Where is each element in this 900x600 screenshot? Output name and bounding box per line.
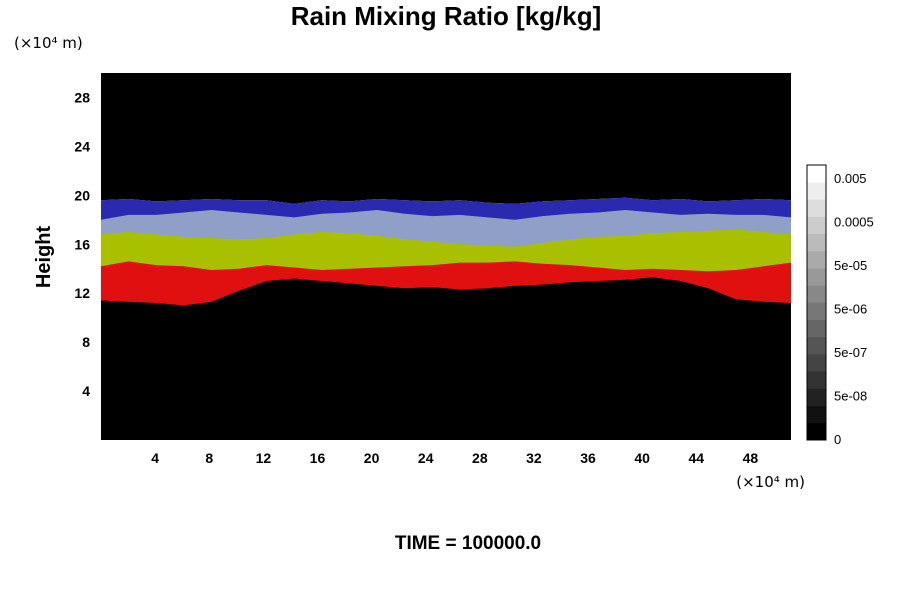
colorbar-segment [807,319,826,338]
colorbar-label: 5e-08 [834,389,867,404]
colorbar-label: 5e-05 [834,258,867,273]
x-tick-label: 36 [580,450,596,466]
colorbar-segment [807,371,826,389]
x-axis-ticks: 4 8 12 16 20 24 28 32 36 40 44 48 [151,450,758,466]
x-tick-label: 20 [364,450,380,466]
colorbar-segment [807,285,826,303]
y-axis-unit: (×10⁴ m) [14,34,83,52]
x-tick-label: 40 [634,450,650,466]
colorbar-segment [807,336,826,355]
chart-title: Rain Mixing Ratio [kg/kg] [291,1,602,31]
colorbar-segment [807,165,826,183]
colorbar-segment [807,250,826,269]
colorbar-segment [807,388,826,406]
colorbar-segment [807,422,826,441]
colorbar-labels: 0.005 0.0005 5e-05 5e-06 5e-07 5e-08 0 [834,171,874,447]
colorbar-segment [807,405,826,424]
x-tick-label: 24 [418,450,434,466]
field-layers [101,197,791,306]
x-tick-label: 28 [472,450,488,466]
x-tick-label: 12 [256,450,272,466]
colorbar-segment [807,302,826,320]
colorbar-segment [807,182,826,200]
y-tick-label: 4 [82,383,90,399]
y-tick-label: 12 [74,285,90,301]
x-tick-label: 8 [205,450,213,466]
colorbar-frame [806,164,827,441]
y-tick-label: 20 [74,187,90,203]
y-tick-label: 24 [74,138,90,154]
colorbar-segment [807,354,826,372]
x-tick-label: 16 [310,450,326,466]
colorbar [806,164,827,441]
x-tick-label: 48 [743,450,759,466]
colorbar-segment [807,233,826,252]
x-tick-label: 4 [151,450,159,466]
time-label: TIME = 100000.0 [395,533,541,554]
colorbar-label: 0.005 [834,171,867,186]
colorbar-label: 0.0005 [834,215,874,230]
y-axis-label: Height [33,226,55,289]
colorbar-segment [807,268,826,286]
x-tick-label: 44 [689,450,705,466]
colorbar-label: 5e-07 [834,345,867,360]
blue-band [101,197,791,220]
colorbar-label: 0 [834,432,841,447]
colorbar-segment [807,199,826,217]
y-tick-label: 28 [74,89,90,105]
y-tick-label: 8 [82,334,90,350]
colorbar-label: 5e-06 [834,302,867,317]
colorbar-segment [807,216,826,235]
x-tick-label: 32 [526,450,542,466]
x-axis-unit: (×10⁴ m) [736,473,805,491]
y-tick-label: 16 [74,236,90,252]
y-axis-ticks: 4 8 12 16 20 24 28 [74,89,90,399]
